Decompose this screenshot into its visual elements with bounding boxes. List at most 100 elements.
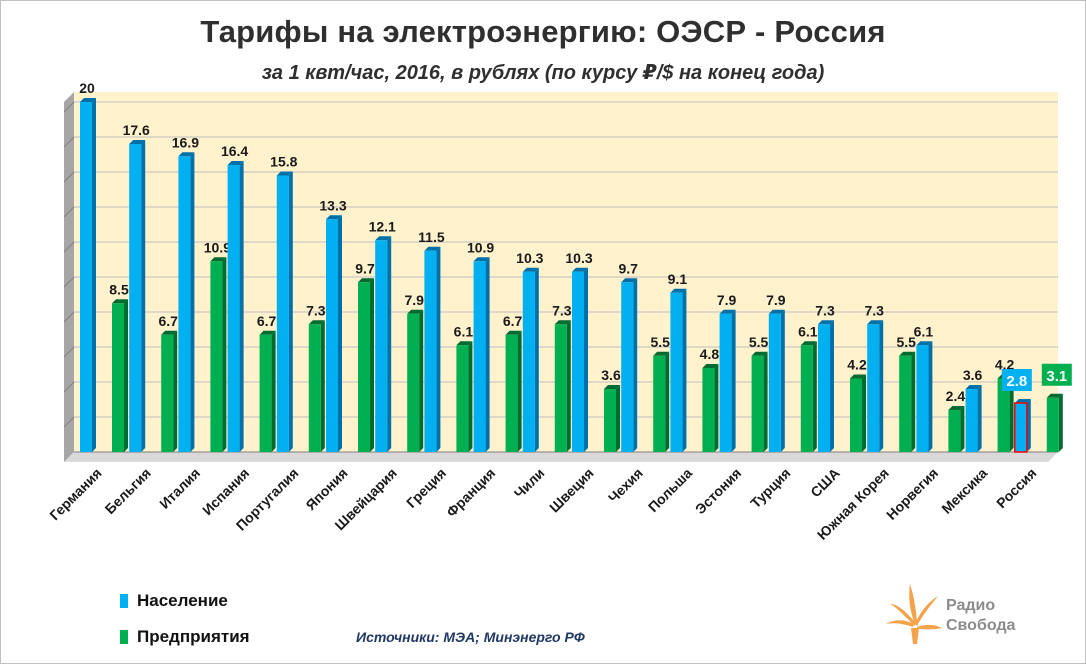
logo-text: Радио Свобода bbox=[946, 596, 1015, 636]
bar-enterprise bbox=[308, 324, 321, 452]
bar-enterprise bbox=[1046, 397, 1059, 452]
legend-swatch-enterprise bbox=[120, 630, 128, 644]
chart-title: Тарифы на электроэнергию: ОЭСР - Россия bbox=[200, 14, 886, 49]
data-label-enterprise: 5.5 bbox=[896, 334, 916, 350]
bar-population-side bbox=[830, 320, 834, 452]
bar-population bbox=[670, 292, 683, 452]
bar-enterprise-side bbox=[370, 278, 374, 452]
bar-population-top bbox=[768, 309, 785, 314]
bar-population-side bbox=[288, 171, 293, 452]
data-label-enterprise: 6.1 bbox=[798, 323, 818, 339]
bar-enterprise bbox=[456, 345, 469, 452]
bar-population-side bbox=[879, 320, 884, 452]
data-label-enterprise: 4.8 bbox=[700, 346, 720, 362]
bar-population-side bbox=[436, 246, 441, 452]
bar-population-side bbox=[338, 215, 342, 452]
bar-enterprise-side bbox=[271, 330, 276, 452]
legend-swatch-population bbox=[120, 594, 128, 608]
bar-population bbox=[522, 271, 535, 452]
bar-population-top bbox=[719, 309, 736, 314]
data-label-population: 12.1 bbox=[369, 218, 396, 234]
bar-enterprise-top bbox=[899, 351, 916, 356]
bar-population bbox=[572, 271, 584, 452]
bar-population bbox=[375, 240, 388, 452]
data-label-enterprise: 6.7 bbox=[503, 313, 523, 329]
bar-enterprise-top bbox=[604, 385, 620, 389]
bar-enterprise bbox=[800, 345, 813, 452]
bar-enterprise bbox=[505, 334, 518, 452]
bar-enterprise bbox=[948, 410, 961, 452]
highlight-label-box-enterprise bbox=[1041, 363, 1072, 386]
bar-enterprise-side bbox=[517, 330, 522, 452]
bar-population bbox=[621, 282, 634, 452]
gridline-side bbox=[63, 241, 75, 253]
bar-population-side bbox=[190, 152, 195, 452]
bar-population-side bbox=[1026, 399, 1031, 452]
bar-population-top bbox=[178, 152, 195, 157]
bar-enterprise bbox=[751, 355, 764, 452]
bar-enterprise bbox=[899, 355, 912, 452]
bar-enterprise-top bbox=[505, 330, 522, 335]
legend-label-population: Население bbox=[137, 591, 228, 610]
bar-population-side bbox=[928, 341, 933, 452]
data-label-population: 10.3 bbox=[516, 250, 543, 266]
bar-enterprise bbox=[850, 378, 862, 452]
data-label-enterprise: 3.6 bbox=[601, 367, 621, 383]
bar-enterprise-top bbox=[456, 341, 473, 346]
category-label: Польша bbox=[645, 465, 696, 516]
bar-enterprise bbox=[997, 378, 1010, 452]
bar-enterprise-top bbox=[112, 299, 128, 304]
bar-population-top bbox=[916, 341, 933, 346]
gridline-side bbox=[63, 381, 75, 393]
gridline-side bbox=[63, 276, 75, 288]
category-label: Греция bbox=[403, 465, 449, 511]
bar-population bbox=[867, 324, 880, 452]
bar-population-side bbox=[534, 267, 539, 452]
bar-enterprise-top bbox=[800, 341, 817, 346]
data-label-enterprise: 6.7 bbox=[257, 313, 277, 329]
gridline-side bbox=[63, 311, 75, 323]
bar-population bbox=[129, 144, 142, 452]
bar-enterprise-side bbox=[714, 364, 719, 452]
bar-enterprise-side bbox=[173, 330, 178, 452]
bar-enterprise-side bbox=[468, 341, 473, 452]
bar-population-side bbox=[141, 140, 146, 452]
bar-enterprise bbox=[407, 313, 420, 452]
bar-population bbox=[916, 345, 929, 452]
bar-population bbox=[473, 261, 486, 452]
bar-enterprise-side bbox=[566, 320, 571, 452]
bar-enterprise-side bbox=[222, 257, 227, 452]
bar-enterprise bbox=[702, 368, 715, 452]
bar-enterprise-top bbox=[210, 257, 227, 262]
bar-population-top bbox=[424, 246, 441, 251]
category-label: Бельгия bbox=[102, 465, 154, 517]
category-label: Россия bbox=[993, 465, 1039, 511]
data-label-population: 7.3 bbox=[864, 302, 884, 318]
bar-enterprise-side bbox=[665, 351, 670, 452]
bar-population-top bbox=[1014, 399, 1031, 403]
bar-enterprise-side bbox=[911, 351, 916, 452]
bar-population-side bbox=[682, 288, 687, 452]
bar-population-top bbox=[80, 98, 96, 102]
source-note: Источники: МЭА; Минэнерго РФ bbox=[356, 629, 585, 645]
data-label-enterprise: 6.7 bbox=[158, 313, 178, 329]
bar-enterprise-top bbox=[554, 320, 571, 325]
category-label: Турция bbox=[747, 465, 793, 511]
data-label-population: 11.5 bbox=[418, 229, 445, 245]
gridline-side bbox=[63, 206, 75, 218]
bar-enterprise-side bbox=[1058, 393, 1063, 452]
bar-enterprise-side bbox=[616, 385, 620, 452]
data-label-population: 16.4 bbox=[221, 143, 248, 159]
bar-enterprise bbox=[653, 355, 666, 452]
bar-enterprise-top bbox=[702, 364, 719, 368]
bar-population bbox=[80, 102, 92, 452]
bar-population bbox=[326, 219, 338, 452]
data-label-enterprise: 9.7 bbox=[355, 260, 375, 276]
bar-enterprise-side bbox=[320, 320, 325, 452]
bar-population bbox=[965, 389, 978, 452]
data-label-population: 10.9 bbox=[467, 239, 494, 255]
data-label-population: 17.6 bbox=[123, 122, 150, 138]
category-label: Швеция bbox=[546, 465, 597, 516]
data-label-population: 7.9 bbox=[717, 292, 737, 308]
bar-population-side bbox=[485, 257, 490, 452]
